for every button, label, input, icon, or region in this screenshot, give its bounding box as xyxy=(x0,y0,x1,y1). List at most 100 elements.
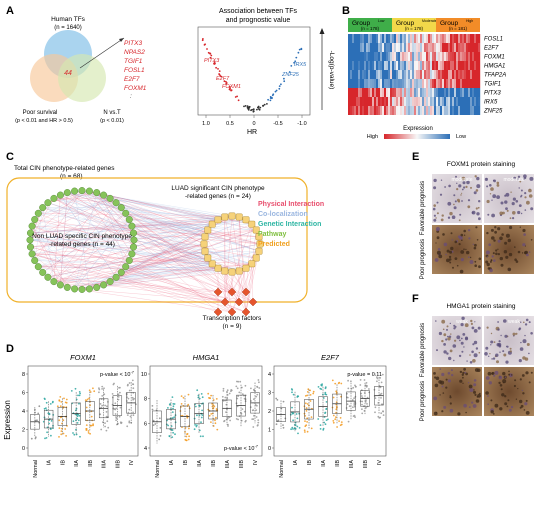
heatmap-cell xyxy=(426,70,429,79)
heatmap-cell xyxy=(460,97,463,106)
boxplot-point xyxy=(76,422,79,424)
heatmap-cell xyxy=(426,61,429,70)
heatmap-cell xyxy=(394,79,397,88)
boxplot-point xyxy=(321,384,323,387)
venn-tf-4: FOSL1 xyxy=(124,67,145,74)
network-node-tf xyxy=(227,307,237,317)
ihc-nucleus xyxy=(487,403,490,406)
heatmap-cell xyxy=(394,52,397,61)
boxplot-point xyxy=(366,385,368,387)
network-node-luad xyxy=(208,260,216,268)
heatmap-cell xyxy=(476,34,479,43)
ihc-nucleus xyxy=(473,246,477,250)
network-edge xyxy=(42,207,55,282)
boxplot-point xyxy=(49,403,52,405)
boxplot-point xyxy=(365,406,367,409)
ihc-nucleus xyxy=(447,379,451,383)
heatmap-cell xyxy=(456,34,459,43)
ihc-nucleus xyxy=(500,201,504,205)
network-edge xyxy=(38,266,104,286)
boxplot-point xyxy=(77,413,80,416)
heatmap-cell xyxy=(384,43,387,52)
venn-poor-survival-criteria: (p < 0.01 and HR > 0.5) xyxy=(15,118,73,124)
heatmap-cell xyxy=(382,106,385,115)
ihc-nucleus xyxy=(474,393,477,396)
boxplot-point xyxy=(303,429,306,432)
network-node-luad xyxy=(256,240,264,248)
heatmap-cell xyxy=(426,97,429,106)
heatmap-cell xyxy=(442,52,445,61)
heatmap-cell xyxy=(348,70,351,79)
network-node-luad xyxy=(214,216,222,224)
ihc-nucleus xyxy=(518,204,522,208)
boxplot-point xyxy=(222,399,225,402)
boxplot-point xyxy=(63,397,65,400)
heatmap-cell xyxy=(460,34,463,43)
boxplot-point xyxy=(239,380,242,383)
boxplot-pvalue-exponent: -7 xyxy=(254,444,258,449)
ihc-nucleus xyxy=(463,234,466,236)
ihc-nucleus xyxy=(468,237,471,240)
heatmap-cell xyxy=(454,106,457,115)
boxplot-point xyxy=(257,419,260,421)
heatmap-cell xyxy=(360,79,363,88)
network-edge xyxy=(53,190,75,199)
boxplot-point xyxy=(172,407,174,410)
heatmap-cell xyxy=(436,52,439,61)
network-edge xyxy=(110,198,252,225)
heatmap-cell xyxy=(402,70,405,79)
boxplot-point xyxy=(99,413,102,416)
heatmap-cell xyxy=(384,106,387,115)
ihc-nucleus xyxy=(435,242,437,244)
heatmap-cell xyxy=(390,79,393,88)
boxplot-point xyxy=(305,410,308,412)
ihc-nucleus xyxy=(525,399,528,402)
heatmap-cell xyxy=(400,97,403,106)
boxplot-point xyxy=(104,422,106,424)
venn-poor-survival-label: Poor survival xyxy=(23,110,58,116)
boxplot-ytick-label: 2 xyxy=(22,428,25,434)
network-node-nonluad xyxy=(27,243,35,251)
network-edge xyxy=(32,202,117,255)
boxplot-point xyxy=(382,410,384,413)
ihc-nucleus xyxy=(453,206,457,210)
network-edge xyxy=(34,219,130,261)
ihc-nucleus xyxy=(490,410,494,414)
ihc-nucleus xyxy=(473,389,475,391)
heatmap-cell xyxy=(416,52,419,61)
heatmap-cell xyxy=(354,61,357,70)
boxplot-point xyxy=(237,418,240,421)
boxplot-stage-label: IA xyxy=(293,460,299,466)
boxplot-point xyxy=(210,394,213,397)
network-node-luad xyxy=(242,216,250,224)
heatmap-cell xyxy=(426,88,429,97)
ihc-nucleus xyxy=(492,357,496,360)
heatmap-cell xyxy=(358,106,361,115)
ihc-nucleus xyxy=(524,323,528,326)
boxplot-point xyxy=(337,382,340,385)
boxplot-point xyxy=(78,414,81,417)
ihc-nucleus xyxy=(434,383,439,388)
boxplot-point xyxy=(327,418,329,421)
boxplot-point xyxy=(207,392,210,395)
heatmap-cell xyxy=(412,61,415,70)
ihc-nucleus xyxy=(504,241,508,245)
boxplot-point xyxy=(235,385,238,388)
heatmap-cell xyxy=(446,106,449,115)
heatmap-cell xyxy=(382,34,385,43)
heatmap-cell xyxy=(446,43,449,52)
ihc-nucleus xyxy=(473,353,478,358)
boxplot-stage-label: IIA xyxy=(197,460,203,467)
ihc-hmga1-title: HMGA1 protein staining xyxy=(446,303,515,310)
ihc-nucleus xyxy=(500,388,503,391)
boxplot-gene-title: FOXM1 xyxy=(70,353,96,362)
boxplot-point xyxy=(151,405,154,407)
network-node-nonluad xyxy=(117,268,125,276)
boxplot-point xyxy=(186,433,189,435)
heatmap-cell xyxy=(408,106,411,115)
heatmap-cell xyxy=(430,61,433,70)
ihc-nucleus xyxy=(496,360,499,364)
network-edge xyxy=(30,216,225,234)
ihc-nucleus xyxy=(490,332,493,335)
heatmap-cell xyxy=(352,34,355,43)
